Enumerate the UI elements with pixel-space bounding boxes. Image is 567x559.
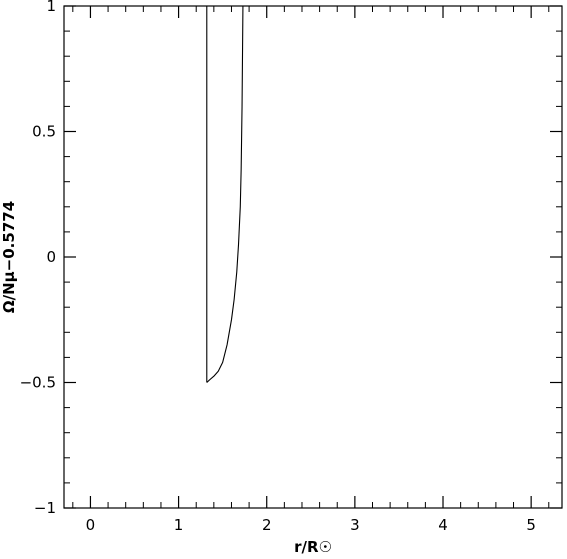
y-tick-label: 0 [46, 248, 56, 266]
x-tick-label: 2 [262, 516, 272, 534]
x-tick-label: 0 [86, 516, 96, 534]
x-tick-label: 5 [526, 516, 536, 534]
y-axis-label: Ω/Nμ−0.5774 [0, 201, 18, 313]
plot-frame [63, 5, 563, 509]
axis-ticks [64, 5, 562, 509]
x-tick-label: 4 [438, 516, 448, 534]
y-tick-label: −1 [34, 499, 56, 517]
x-tick-label: 1 [174, 516, 184, 534]
data-series [206, 5, 244, 383]
y-tick-label: −0.5 [20, 374, 56, 392]
x-tick-label: 3 [350, 516, 360, 534]
y-tick-label: 1 [46, 0, 56, 15]
x-axis-label: r/R☉ [294, 538, 332, 556]
series-line-2 [206, 5, 244, 383]
y-tick-label: 0.5 [32, 123, 56, 141]
axis-tick-labels: 0 1 2 3 4 5 −1 −0.5 0 0.5 1 [20, 0, 536, 534]
